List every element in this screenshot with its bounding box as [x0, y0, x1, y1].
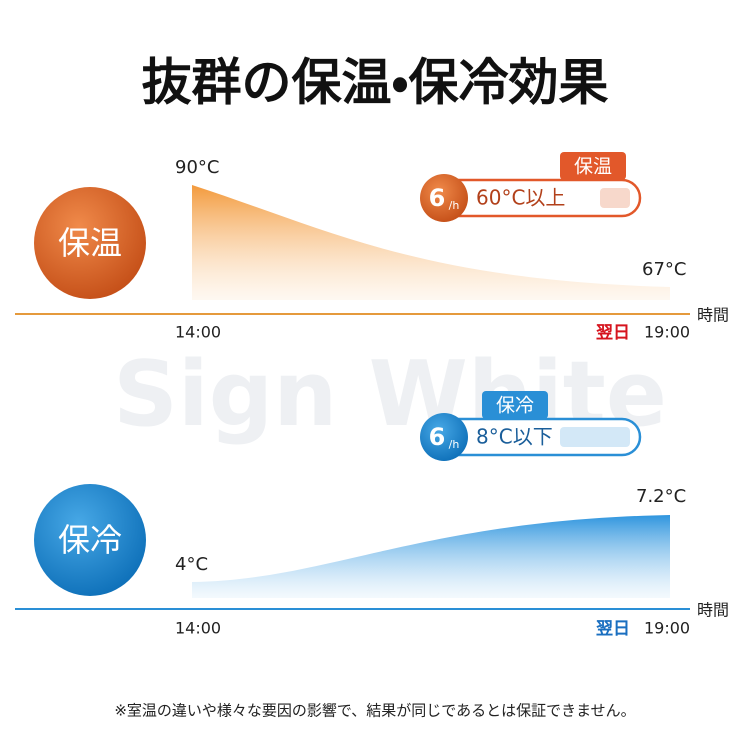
badge-circle	[34, 484, 146, 596]
end-time: 19:00	[644, 323, 690, 342]
callout-circle	[420, 413, 468, 461]
callout-text: 8°C以下	[476, 425, 553, 449]
title: 抜群の保温・保冷効果	[142, 54, 609, 112]
axis-label: 時間	[697, 306, 729, 325]
next-day: 翌日	[596, 619, 630, 639]
temp-area	[192, 185, 670, 300]
callout-tag-bg	[560, 152, 626, 180]
badge: 保温	[58, 224, 122, 262]
badge-circle	[34, 187, 146, 299]
callout-per: /h	[449, 438, 460, 451]
start-time: 14:00	[175, 619, 221, 638]
callout-hours: 6	[429, 184, 446, 212]
callout-tag: 保温	[574, 156, 612, 178]
callout-per: /h	[449, 199, 460, 212]
callout-tag-bg	[482, 391, 548, 419]
end-temp: 7.2°C	[636, 486, 686, 507]
start-time: 14:00	[175, 323, 221, 342]
axis-label: 時間	[697, 601, 729, 620]
callout-fill	[560, 427, 630, 447]
cold-panel: 保冷 4°C 7.2°C 14:00 翌日 19:00 時間 保冷 6 /h 8…	[15, 391, 729, 639]
end-temp: 67°C	[642, 259, 686, 280]
start-temp: 90°C	[175, 157, 219, 178]
footnote: ※室温の違いや様々な要因の影響で、結果が同じであるとは保証できません。	[114, 702, 635, 720]
callout-text: 60°C以上	[476, 186, 565, 210]
hot-panel: 保温 90°C 67°C 14:00 翌日 19:00 時間 保温 6 /h 6…	[15, 152, 729, 343]
next-day: 翌日	[596, 323, 630, 343]
temp-area	[192, 515, 670, 598]
badge: 保冷	[58, 521, 122, 559]
start-temp: 4°C	[175, 554, 208, 575]
end-time: 19:00	[644, 619, 690, 638]
callout-hours: 6	[429, 423, 446, 451]
callout-tag: 保冷	[496, 395, 534, 417]
callout-circle	[420, 174, 468, 222]
callout-fill	[600, 188, 630, 208]
